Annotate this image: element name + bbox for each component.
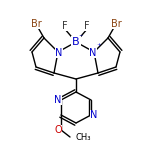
Text: F: F	[62, 21, 68, 31]
Text: B: B	[72, 37, 80, 47]
Text: F: F	[84, 21, 90, 31]
Text: N: N	[55, 48, 63, 58]
Text: N: N	[89, 48, 97, 58]
Text: ⁺: ⁺	[97, 43, 101, 52]
Text: CH₃: CH₃	[75, 133, 90, 142]
Text: N: N	[90, 110, 98, 120]
Text: Br: Br	[111, 19, 121, 29]
Text: Br: Br	[31, 19, 41, 29]
Text: N: N	[54, 95, 62, 105]
Text: O: O	[54, 125, 62, 135]
Text: ⁻: ⁻	[79, 33, 83, 41]
